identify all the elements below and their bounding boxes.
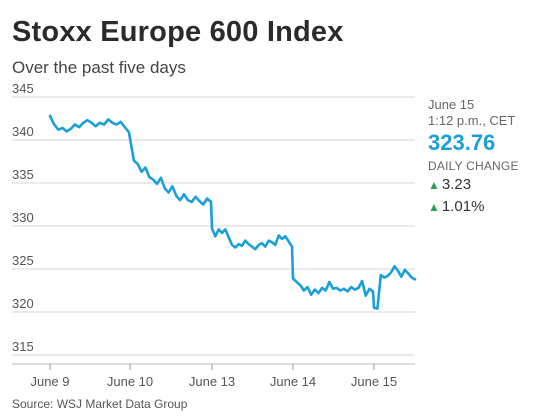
up-arrow-icon: ▲ bbox=[428, 200, 440, 214]
x-tick-label: June 9 bbox=[30, 374, 69, 389]
y-tick-label: 320 bbox=[12, 296, 34, 311]
y-tick-label: 340 bbox=[12, 124, 34, 139]
source-note: Source: WSJ Market Data Group bbox=[12, 397, 188, 411]
chart-subtitle: Over the past five days bbox=[12, 58, 186, 77]
x-tick-label: June 15 bbox=[351, 374, 397, 389]
y-tick-label: 330 bbox=[12, 210, 34, 225]
quote-time: 1:12 p.m., CET bbox=[428, 113, 516, 128]
quote-date: June 15 bbox=[428, 97, 475, 112]
chart-title: Stoxx Europe 600 Index bbox=[12, 16, 344, 48]
daily-change-points: ▲ 3.23 bbox=[428, 174, 519, 196]
change-percent-value: 1.01% bbox=[441, 198, 485, 215]
price-line bbox=[48, 114, 417, 310]
y-tick-label: 335 bbox=[12, 167, 34, 182]
change-points-value: 3.23 bbox=[441, 176, 472, 193]
gridlines bbox=[12, 96, 415, 356]
quote-panel: June 15 1:12 p.m., CET 323.76 DAILY CHAN… bbox=[428, 97, 519, 218]
y-tick-label: 315 bbox=[12, 339, 34, 354]
daily-change-percent: ▲ 1.01% bbox=[428, 196, 519, 218]
daily-change-label: DAILY CHANGE bbox=[428, 159, 519, 173]
y-tick-label: 325 bbox=[12, 253, 34, 268]
x-tick-label: June 14 bbox=[270, 374, 316, 389]
y-axis: 315 320 325 330 335 340 345 bbox=[12, 81, 34, 354]
x-tick-label: June 13 bbox=[189, 374, 235, 389]
y-tick-label: 345 bbox=[12, 81, 34, 96]
x-axis: June 9 June 10 June 13 June 14 June 15 bbox=[12, 363, 415, 389]
x-tick-label: June 10 bbox=[107, 374, 153, 389]
up-arrow-icon: ▲ bbox=[428, 178, 440, 192]
quote-value: 323.76 bbox=[428, 130, 496, 155]
